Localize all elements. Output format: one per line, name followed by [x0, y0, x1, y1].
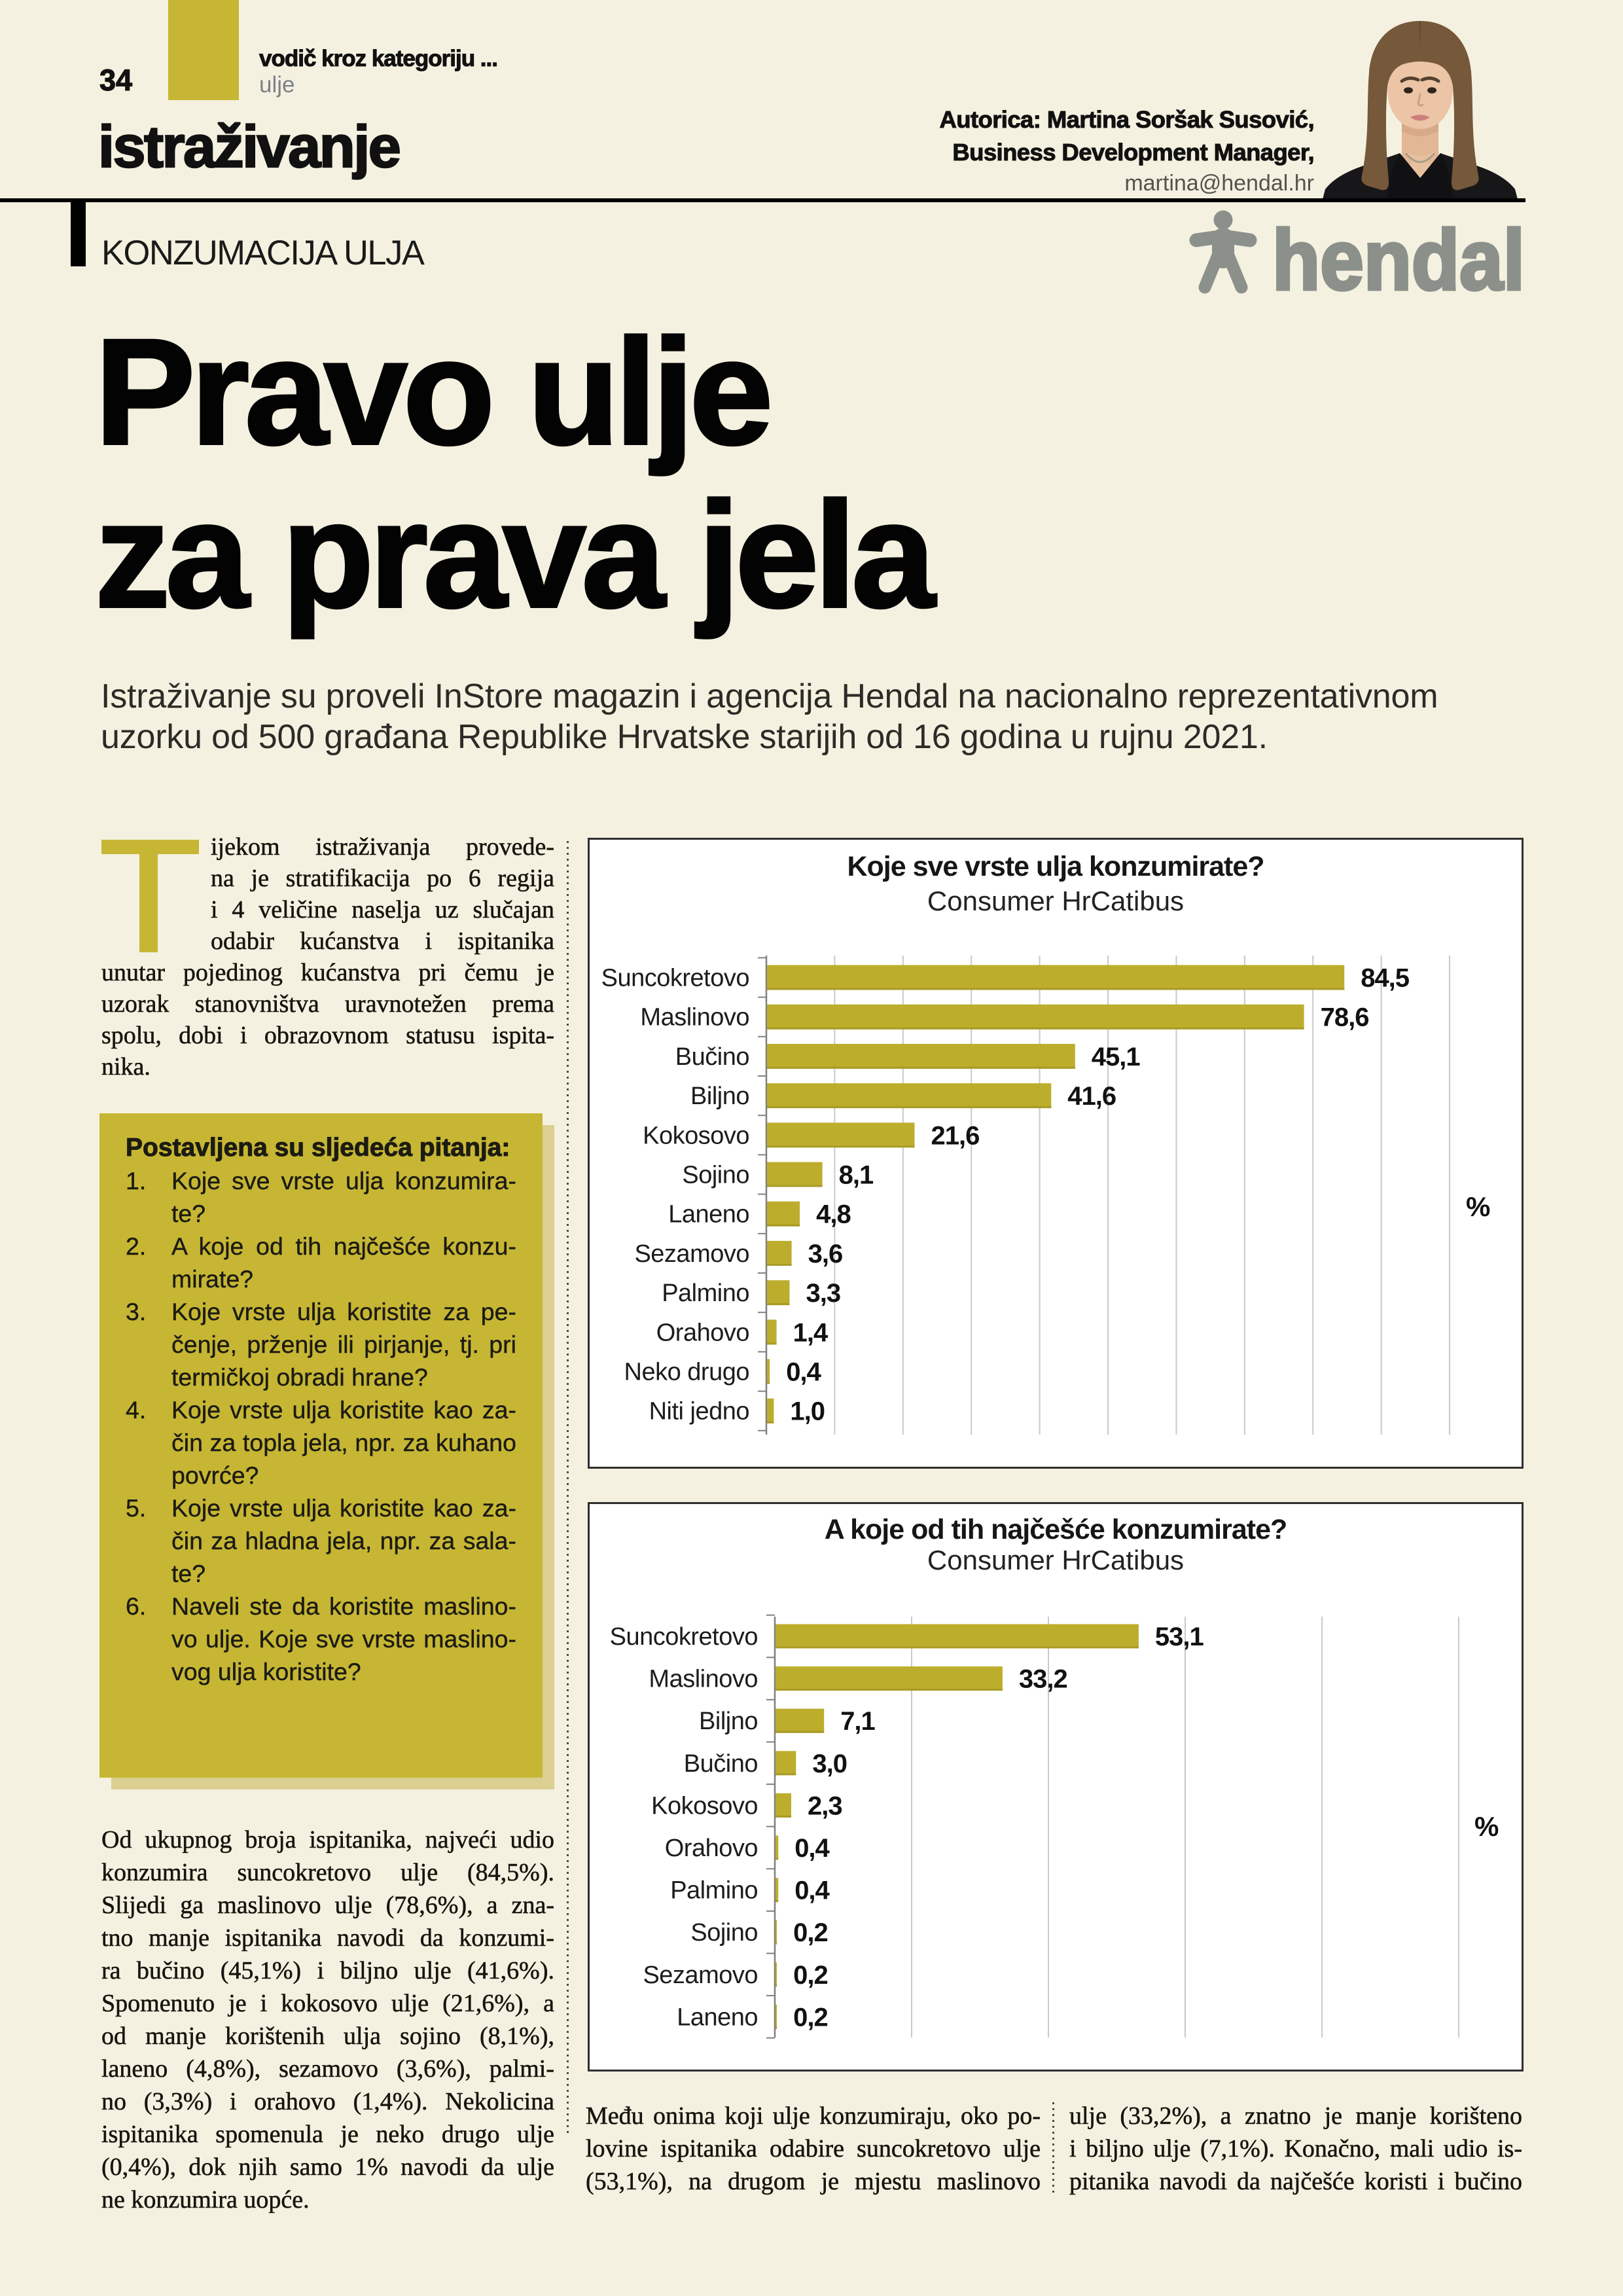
- svg-text:Palmino: Palmino: [662, 1280, 749, 1307]
- svg-text:Bučino: Bučino: [684, 1750, 758, 1778]
- svg-text:8,1: 8,1: [839, 1161, 874, 1190]
- svg-text:1,0: 1,0: [790, 1397, 825, 1426]
- svg-text:Sezamovo: Sezamovo: [634, 1240, 749, 1268]
- svg-text:Koje sve vrste ulja konzumirat: Koje sve vrste ulja konzumirate?: [847, 851, 1264, 882]
- svg-text:Bučino: Bučino: [675, 1043, 749, 1071]
- svg-text:41,6: 41,6: [1067, 1082, 1116, 1111]
- svg-text:A koje od tih najčešće konzumi: A koje od tih najčešće konzumirate?: [825, 1514, 1287, 1545]
- svg-text:0,4: 0,4: [786, 1358, 821, 1387]
- svg-text:Biljno: Biljno: [699, 1708, 758, 1735]
- svg-text:0,4: 0,4: [794, 1834, 830, 1863]
- svg-text:Sojino: Sojino: [690, 1919, 758, 1946]
- svg-text:Orahovo: Orahovo: [656, 1319, 749, 1346]
- svg-text:45,1: 45,1: [1092, 1043, 1141, 1071]
- svg-text:3,3: 3,3: [806, 1279, 841, 1308]
- svg-text:Kokosovo: Kokosovo: [651, 1792, 758, 1820]
- svg-text:Palmino: Palmino: [670, 1877, 758, 1905]
- svg-text:1,4: 1,4: [793, 1318, 829, 1347]
- svg-text:Niti jedno: Niti jedno: [649, 1398, 749, 1426]
- svg-text:Kokosovo: Kokosovo: [643, 1122, 749, 1149]
- svg-text:2,3: 2,3: [808, 1791, 842, 1820]
- svg-text:Sezamovo: Sezamovo: [643, 1962, 758, 1989]
- svg-text:Laneno: Laneno: [668, 1201, 749, 1229]
- svg-text:%: %: [1466, 1191, 1490, 1222]
- svg-text:Neko drugo: Neko drugo: [624, 1359, 749, 1386]
- svg-text:Suncokretovo: Suncokretovo: [610, 1623, 758, 1651]
- svg-text:84,5: 84,5: [1361, 964, 1410, 993]
- svg-text:Maslinovo: Maslinovo: [640, 1004, 749, 1031]
- svg-text:0,2: 0,2: [793, 2003, 828, 2032]
- svg-text:4,8: 4,8: [816, 1200, 851, 1229]
- svg-text:hendal: hendal: [1272, 212, 1525, 298]
- svg-text:Laneno: Laneno: [677, 2003, 758, 2031]
- svg-text:53,1: 53,1: [1155, 1623, 1204, 1651]
- svg-text:Consumer HrCatibus: Consumer HrCatibus: [927, 886, 1184, 916]
- svg-text:Sojino: Sojino: [682, 1162, 749, 1189]
- svg-text:Orahovo: Orahovo: [665, 1835, 758, 1862]
- svg-text:0,4: 0,4: [794, 1876, 830, 1905]
- svg-text:0,2: 0,2: [793, 1961, 828, 1990]
- svg-text:7,1: 7,1: [840, 1707, 875, 1736]
- svg-text:0,2: 0,2: [793, 1918, 828, 1947]
- svg-text:Suncokretovo: Suncokretovo: [601, 965, 749, 992]
- svg-text:33,2: 33,2: [1019, 1665, 1067, 1694]
- svg-text:3,0: 3,0: [812, 1749, 847, 1778]
- svg-text:Maslinovo: Maslinovo: [649, 1666, 758, 1693]
- svg-text:%: %: [1474, 1811, 1499, 1842]
- svg-text:78,6: 78,6: [1321, 1003, 1369, 1032]
- svg-text:21,6: 21,6: [931, 1121, 980, 1150]
- svg-text:Biljno: Biljno: [690, 1083, 749, 1110]
- svg-text:3,6: 3,6: [808, 1240, 843, 1268]
- svg-text:Consumer HrCatibus: Consumer HrCatibus: [927, 1545, 1184, 1575]
